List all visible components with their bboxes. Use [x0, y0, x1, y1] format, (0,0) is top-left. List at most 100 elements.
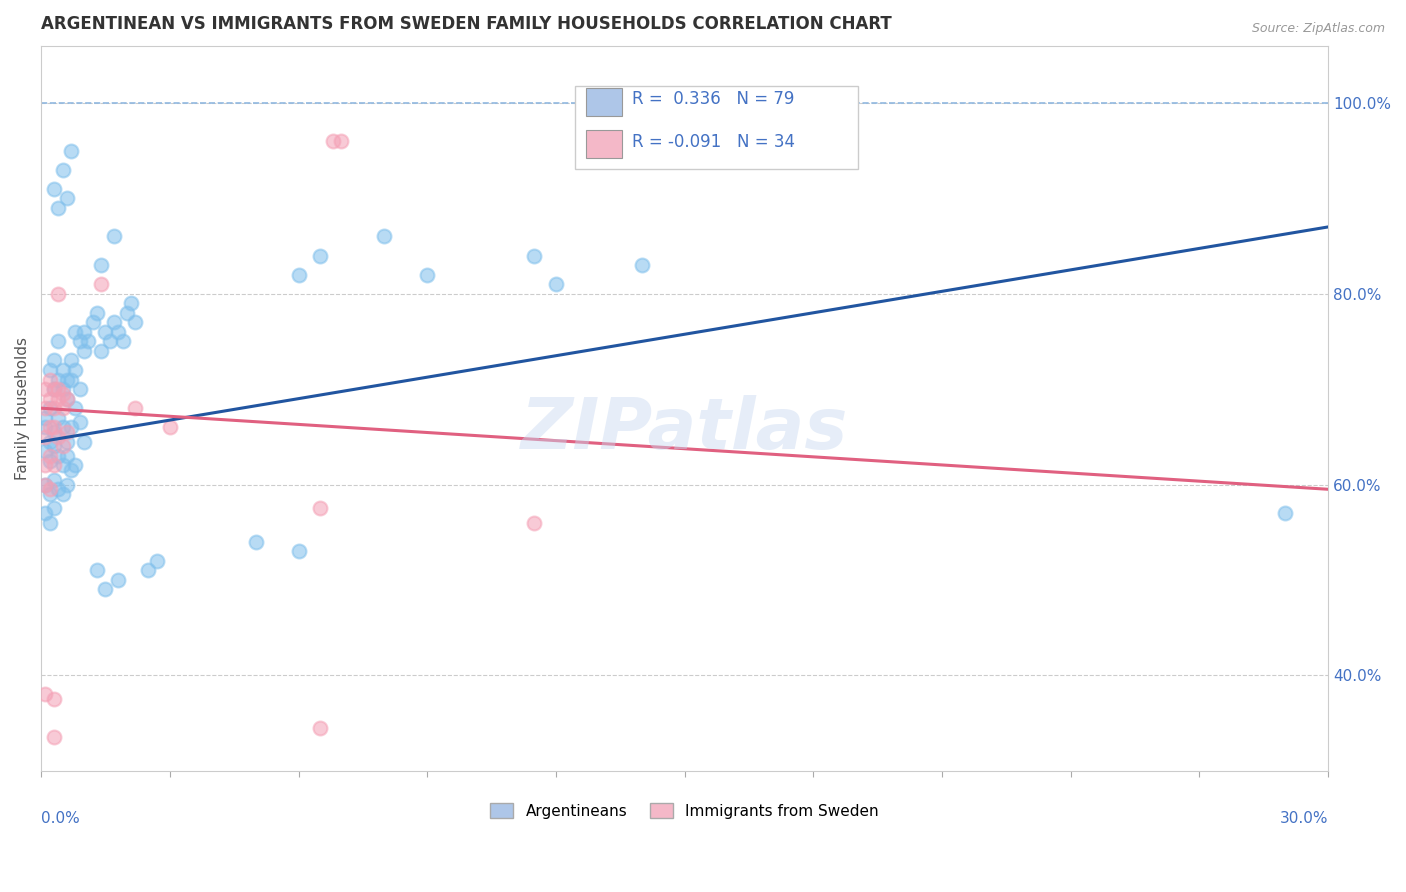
Point — [94, 582, 117, 597]
Point — [51, 420, 73, 434]
Point — [60, 373, 83, 387]
Point — [69, 334, 91, 349]
Text: 30.0%: 30.0% — [1279, 811, 1329, 826]
Point — [38, 516, 60, 530]
Point — [42, 420, 65, 434]
Point — [94, 325, 117, 339]
Point — [34, 444, 56, 458]
Point — [46, 382, 69, 396]
Text: ZIPatlas: ZIPatlas — [522, 395, 848, 465]
Point — [523, 516, 546, 530]
Point — [42, 692, 65, 706]
Point — [90, 258, 112, 272]
Point — [98, 334, 121, 349]
Point — [51, 458, 73, 473]
Point — [46, 430, 69, 444]
Point — [38, 483, 60, 497]
Point — [544, 277, 567, 292]
Point — [42, 731, 65, 745]
Point — [56, 425, 79, 439]
Y-axis label: Family Households: Family Households — [15, 336, 30, 480]
Point — [90, 277, 112, 292]
Point — [60, 463, 83, 477]
Point — [523, 248, 546, 262]
Point — [65, 325, 87, 339]
Point — [34, 382, 56, 396]
Point — [46, 373, 69, 387]
Point — [34, 401, 56, 416]
Point — [38, 373, 60, 387]
Point — [73, 343, 96, 358]
Point — [34, 430, 56, 444]
Point — [38, 434, 60, 449]
Point — [56, 392, 79, 406]
Text: R =  0.336   N = 79: R = 0.336 N = 79 — [631, 89, 794, 108]
Point — [111, 334, 134, 349]
Point — [630, 258, 652, 272]
FancyBboxPatch shape — [585, 88, 621, 116]
Point — [120, 296, 142, 310]
Point — [42, 382, 65, 396]
Point — [309, 501, 332, 516]
Point — [56, 434, 79, 449]
Legend: Argentineans, Immigrants from Sweden: Argentineans, Immigrants from Sweden — [484, 797, 884, 825]
Point — [51, 439, 73, 453]
Point — [65, 458, 87, 473]
Point — [56, 449, 79, 463]
Point — [103, 315, 125, 329]
Point — [38, 401, 60, 416]
Point — [56, 392, 79, 406]
Point — [86, 306, 108, 320]
Point — [51, 363, 73, 377]
Point — [42, 501, 65, 516]
Point — [34, 687, 56, 701]
Point — [73, 434, 96, 449]
Point — [38, 487, 60, 501]
Point — [51, 162, 73, 177]
Point — [38, 449, 60, 463]
FancyBboxPatch shape — [585, 130, 621, 158]
Point — [60, 353, 83, 368]
Point — [56, 373, 79, 387]
Point — [60, 420, 83, 434]
Point — [51, 401, 73, 416]
Point — [42, 382, 65, 396]
Point — [77, 334, 100, 349]
Point — [51, 487, 73, 501]
Point — [416, 268, 439, 282]
Point — [86, 563, 108, 577]
Point — [42, 473, 65, 487]
Point — [38, 453, 60, 467]
Point — [159, 420, 181, 434]
Point — [34, 410, 56, 425]
Point — [56, 477, 79, 491]
Point — [309, 721, 332, 735]
Point — [42, 353, 65, 368]
Point — [107, 573, 129, 587]
Point — [138, 563, 160, 577]
Point — [46, 286, 69, 301]
Point — [330, 134, 353, 148]
Point — [46, 392, 69, 406]
Point — [245, 534, 267, 549]
Text: ARGENTINEAN VS IMMIGRANTS FROM SWEDEN FAMILY HOUSEHOLDS CORRELATION CHART: ARGENTINEAN VS IMMIGRANTS FROM SWEDEN FA… — [41, 15, 891, 33]
Point — [65, 363, 87, 377]
Point — [56, 191, 79, 205]
Point — [287, 268, 309, 282]
Point — [34, 506, 56, 520]
Point — [309, 248, 332, 262]
Point — [46, 410, 69, 425]
Point — [146, 554, 169, 568]
Point — [69, 382, 91, 396]
Text: 0.0%: 0.0% — [41, 811, 80, 826]
Point — [34, 420, 56, 434]
Point — [42, 439, 65, 453]
Point — [42, 182, 65, 196]
Point — [60, 144, 83, 158]
Point — [42, 458, 65, 473]
Point — [38, 392, 60, 406]
Point — [124, 401, 146, 416]
Point — [34, 458, 56, 473]
Point — [90, 343, 112, 358]
Point — [1274, 506, 1296, 520]
